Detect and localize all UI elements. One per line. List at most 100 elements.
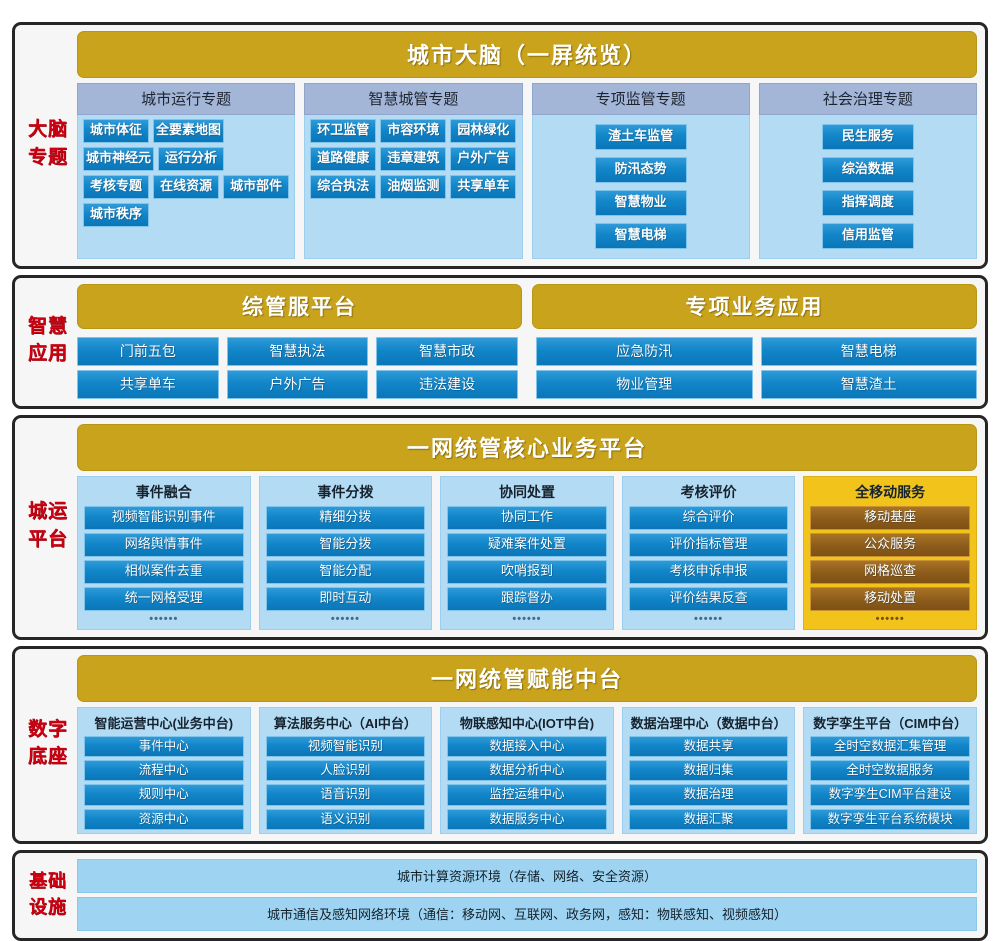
- card-iot-perception-center: 物联感知中心(IOT中台) 数据接入中心 数据分析中心 监控运维中心 数据服务中…: [440, 706, 614, 835]
- architecture-diagram: 大脑 专题 城市大脑（一屏统览） 城市运行专题 城市体征 全要素地图 城市神经元…: [12, 22, 988, 941]
- card-item[interactable]: 网络舆情事件: [84, 532, 244, 557]
- card-item[interactable]: 精细分拨: [265, 505, 426, 530]
- topic-item[interactable]: 民生服务: [821, 124, 914, 150]
- card-item[interactable]: 移动基座: [810, 505, 970, 530]
- card-title: 考核评价: [680, 483, 737, 500]
- card-digital-twin-platform: 数字孪生平台（CIM中台） 全时空数据汇集管理 全时空数据服务 数字孪生CIM平…: [803, 706, 977, 835]
- card-item[interactable]: 监控运维中心: [447, 784, 607, 806]
- topic-column-city-operation: 城市运行专题 城市体征 全要素地图 城市神经元 运行分析 考核专题 在线资源 城…: [77, 83, 296, 259]
- topic-item[interactable]: 全要素地图: [153, 119, 225, 143]
- application-item[interactable]: 户外广告: [226, 369, 369, 399]
- card-item[interactable]: 网格巡查: [810, 559, 970, 584]
- card-item[interactable]: 智能分配: [265, 559, 426, 584]
- card-item[interactable]: 数据接入中心: [447, 735, 607, 758]
- topic-item[interactable]: 防汛态势: [594, 156, 687, 183]
- application-item[interactable]: 智慧电梯: [760, 336, 977, 366]
- application-item[interactable]: 门前五包: [77, 336, 219, 366]
- card-item[interactable]: 数字孪生平台系统模块: [810, 808, 970, 831]
- topic-item[interactable]: 油烟监测: [380, 174, 447, 199]
- section-city-brain: 大脑 专题 城市大脑（一屏统览） 城市运行专题 城市体征 全要素地图 城市神经元…: [12, 22, 988, 269]
- side-label-line-2: 底座: [27, 746, 68, 768]
- card-item[interactable]: 统一网格受理: [84, 586, 244, 611]
- card-item[interactable]: 数据分析中心: [447, 760, 607, 782]
- card-item[interactable]: 考核申诉申报: [628, 559, 789, 584]
- topic-item[interactable]: 综合执法: [310, 174, 377, 199]
- application-half-special-business: 应急防汛 智慧电梯 物业管理 智慧渣土: [536, 333, 977, 399]
- topic-item[interactable]: 考核专题: [83, 174, 150, 199]
- card-item[interactable]: 跟踪督办: [447, 586, 607, 611]
- card-item[interactable]: 公众服务: [810, 532, 970, 557]
- topic-item[interactable]: 综治数据: [821, 156, 914, 183]
- card-item[interactable]: 资源中心: [84, 808, 244, 831]
- topic-item[interactable]: 智慧电梯: [594, 222, 687, 249]
- card-item[interactable]: 语音识别: [265, 784, 426, 806]
- topic-item[interactable]: 在线资源: [153, 174, 220, 199]
- application-item[interactable]: 智慧渣土: [760, 369, 977, 399]
- card-item[interactable]: 事件中心: [84, 735, 244, 758]
- card-item[interactable]: 数据共享: [628, 735, 789, 758]
- card-item[interactable]: 数据汇聚: [628, 808, 789, 831]
- application-item[interactable]: 共享单车: [77, 369, 219, 399]
- card-item[interactable]: 疑难案件处置: [447, 532, 607, 557]
- topic-body: 渣土车监管 防汛态势 智慧物业 智慧电梯: [531, 115, 750, 259]
- card-item[interactable]: 协同工作: [447, 505, 607, 530]
- card-event-dispatch: 事件分拨 精细分拨 智能分拨 智能分配 即时互动 ••••••: [258, 475, 433, 630]
- card-item[interactable]: 视频智能识别事件: [84, 505, 244, 530]
- topic-item[interactable]: 指挥调度: [821, 189, 914, 216]
- card-title: 事件融合: [135, 483, 192, 500]
- topic-item[interactable]: 渣土车监管: [594, 124, 687, 150]
- topic-item[interactable]: 户外广告: [450, 146, 517, 171]
- card-item[interactable]: 语义识别: [265, 808, 426, 831]
- card-item[interactable]: 流程中心: [84, 760, 244, 782]
- topic-item[interactable]: 市容环境: [380, 119, 447, 143]
- card-title: 智能运营中心(业务中台): [94, 715, 234, 731]
- card-item[interactable]: 全时空数据服务: [810, 760, 970, 782]
- application-item[interactable]: 智慧执法: [226, 336, 369, 366]
- application-item[interactable]: 应急防汛: [536, 336, 753, 366]
- operation-card-row: 事件融合 视频智能识别事件 网络舆情事件 相似案件去重 统一网格受理 •••••…: [77, 475, 977, 630]
- card-item[interactable]: 吹哨报到: [447, 559, 607, 584]
- application-item[interactable]: 智慧市政: [376, 336, 519, 366]
- card-event-fusion: 事件融合 视频智能识别事件 网络舆情事件 相似案件去重 统一网格受理 •••••…: [77, 475, 251, 630]
- application-half-comprehensive: 门前五包 智慧执法 智慧市政 共享单车 户外广告 违法建设: [77, 333, 519, 399]
- application-row: 门前五包 智慧执法 智慧市政: [77, 336, 519, 366]
- topic-item[interactable]: 城市秩序: [83, 202, 150, 227]
- application-item[interactable]: 物业管理: [536, 369, 753, 399]
- topic-item[interactable]: 违章建筑: [380, 146, 447, 171]
- card-item[interactable]: 即时互动: [265, 586, 426, 611]
- topic-item[interactable]: 园林绿化: [450, 119, 517, 143]
- topic-item[interactable]: 信用监管: [821, 222, 914, 249]
- topic-item[interactable]: 环卫监管: [310, 119, 377, 143]
- card-item[interactable]: 评价结果反查: [628, 586, 789, 611]
- card-item[interactable]: 数据服务中心: [447, 808, 607, 831]
- card-item[interactable]: 规则中心: [84, 784, 244, 806]
- card-item[interactable]: 综合评价: [628, 505, 789, 530]
- application-row: 共享单车 户外广告 违法建设: [77, 369, 519, 399]
- topic-item[interactable]: 智慧物业: [594, 189, 687, 216]
- card-item[interactable]: 数据治理: [628, 784, 789, 806]
- card-item[interactable]: 数据归集: [628, 760, 789, 782]
- topic-item[interactable]: 城市神经元: [83, 146, 155, 171]
- application-item[interactable]: 违法建设: [376, 369, 519, 399]
- card-item[interactable]: 全时空数据汇集管理: [810, 735, 970, 758]
- topic-column-social-governance: 社会治理专题 民生服务 综治数据 指挥调度 信用监管: [758, 83, 977, 259]
- topic-item[interactable]: 道路健康: [310, 146, 377, 171]
- card-item[interactable]: 数字孪生CIM平台建设: [810, 784, 970, 806]
- card-items: 视频智能识别事件 网络舆情事件 相似案件去重 统一网格受理: [84, 505, 244, 611]
- card-title: 数据治理中心（数据中台）: [630, 715, 787, 731]
- topic-item[interactable]: 运行分析: [158, 146, 225, 171]
- topic-item[interactable]: 城市部件: [223, 174, 290, 199]
- section-body-digital-foundation: 一网统管赋能中台 智能运营中心(业务中台) 事件中心 流程中心 规则中心 资源中…: [77, 654, 977, 835]
- foundation-card-row: 智能运营中心(业务中台) 事件中心 流程中心 规则中心 资源中心 算法服务中心（…: [77, 706, 977, 835]
- card-item[interactable]: 相似案件去重: [84, 559, 244, 584]
- card-items: 协同工作 疑难案件处置 吹哨报到 跟踪督办: [447, 505, 607, 611]
- card-item[interactable]: 智能分拨: [265, 532, 426, 557]
- topic-item[interactable]: 共享单车: [450, 174, 517, 199]
- topic-item[interactable]: 城市体征: [83, 119, 150, 143]
- card-item[interactable]: 移动处置: [810, 586, 970, 611]
- card-item[interactable]: 视频智能识别: [265, 735, 426, 758]
- card-item[interactable]: 评价指标管理: [628, 532, 789, 557]
- card-item[interactable]: 人脸识别: [265, 760, 426, 782]
- card-collaborative-handling: 协同处置 协同工作 疑难案件处置 吹哨报到 跟踪督办 ••••••: [440, 475, 614, 630]
- infrastructure-bar-computing: 城市计算资源环境（存储、网络、安全资源）: [77, 859, 977, 894]
